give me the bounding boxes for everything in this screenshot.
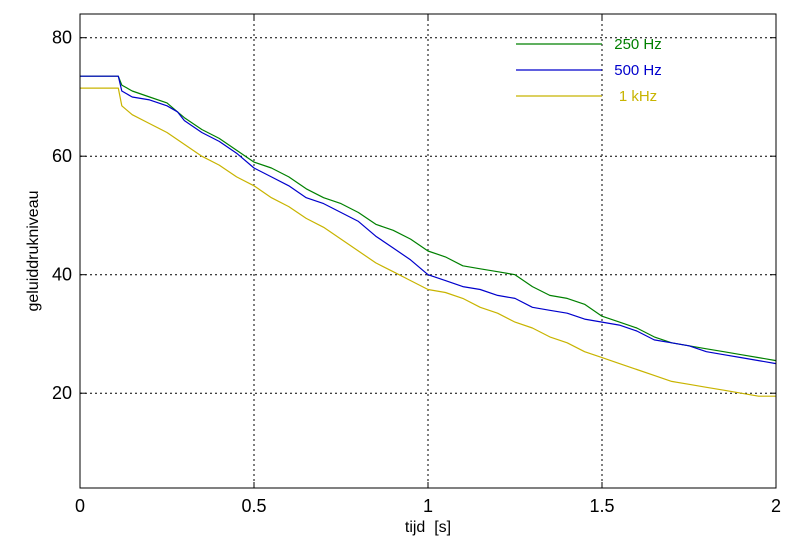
ticks-group: 0 0.5 1 1.5 2 20 40 60 80 (52, 14, 781, 516)
x-tick-label: 1 (423, 496, 433, 516)
grid-lines (80, 14, 776, 488)
legend: 250 Hz 500 Hz 1 kHz (516, 36, 662, 105)
x-tick-label: 0 (75, 496, 85, 516)
legend-label: 500 Hz (614, 62, 662, 79)
x-axis-label: tijd [s] (405, 519, 451, 536)
series-line-1-khz (80, 87, 776, 397)
series-line-500-hz (80, 75, 777, 365)
series-group (80, 75, 777, 397)
x-tick-label: 0.5 (241, 496, 266, 516)
y-tick-label: 40 (52, 265, 72, 285)
legend-label: 1 kHz (619, 88, 657, 105)
x-tick-label: 1.5 (589, 496, 614, 516)
y-tick-label: 80 (52, 28, 72, 48)
y-tick-label: 20 (52, 383, 72, 403)
legend-label: 250 Hz (614, 36, 662, 53)
y-tick-label: 60 (52, 146, 72, 166)
x-tick-label: 2 (771, 496, 781, 516)
y-axis-label: geluiddrukniveau (25, 191, 42, 312)
